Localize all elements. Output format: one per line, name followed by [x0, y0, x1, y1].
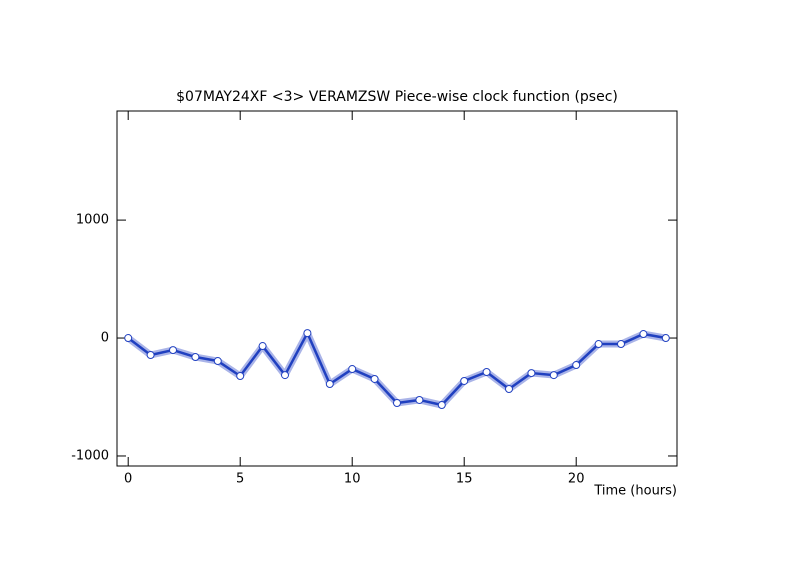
- data-point: [572, 361, 581, 370]
- x-tick-label: 15: [456, 472, 473, 487]
- data-point: [303, 329, 312, 338]
- data-point: [393, 399, 401, 408]
- data-point: [617, 340, 625, 349]
- x-tick-label: 10: [344, 472, 361, 487]
- x-tick-label: 0: [124, 472, 132, 487]
- data-point: [549, 371, 558, 380]
- data-point: [370, 374, 379, 383]
- data-point: [460, 376, 469, 385]
- data-point: [146, 351, 155, 360]
- data-point: [213, 357, 222, 366]
- data-point: [527, 369, 536, 378]
- chart-title: $07MAY24XF <3> VERAMZSW Piece-wise clock…: [176, 89, 618, 105]
- y-tick-label: 0: [101, 331, 109, 346]
- y-tick-label: -1000: [71, 448, 109, 463]
- data-point: [325, 380, 334, 389]
- data-point: [191, 353, 200, 362]
- data-point: [505, 384, 513, 393]
- data-point: [594, 340, 603, 349]
- data-point: [437, 401, 446, 410]
- data-point: [236, 372, 245, 381]
- plot-frame: [116, 110, 678, 467]
- data-point: [415, 395, 424, 404]
- x-tick-label: 20: [568, 472, 585, 487]
- data-point: [281, 371, 289, 380]
- data-point: [639, 330, 648, 339]
- data-point: [258, 342, 267, 351]
- x-axis-label: Time (hours): [593, 484, 677, 499]
- data-point: [661, 334, 670, 343]
- data-point: [482, 368, 491, 377]
- x-tick-label: 5: [236, 472, 244, 487]
- data-point: [348, 365, 357, 374]
- data-point: [124, 334, 133, 343]
- data-point: [169, 346, 177, 355]
- y-tick-label: 1000: [76, 213, 109, 228]
